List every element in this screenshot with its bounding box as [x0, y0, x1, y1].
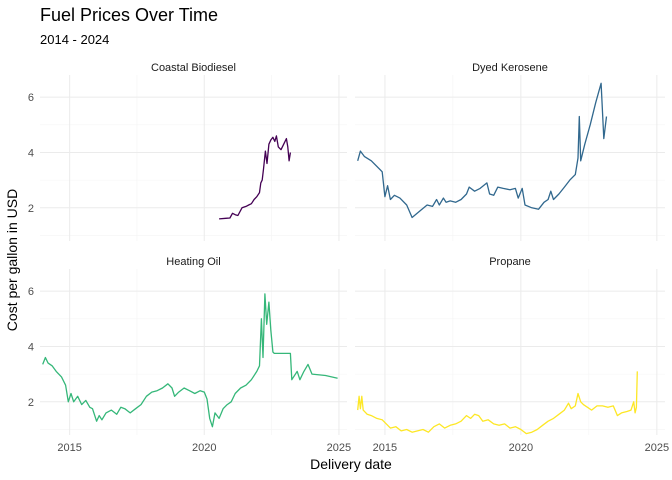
x-tick-label: 2020	[509, 442, 533, 454]
series-line-coastal-biodiesel	[219, 135, 292, 220]
facet-label: Dyed Kerosene	[472, 62, 548, 74]
x-tick-label: 2025	[327, 442, 351, 454]
facet-label: Propane	[489, 256, 531, 268]
x-tick-label: 2015	[373, 442, 397, 454]
x-tick-label: 2020	[192, 442, 216, 454]
panel-heating-oil: Heating Oil 2 4 6 2015 2020 2025	[28, 256, 351, 454]
chart-subtitle: 2014 - 2024	[40, 32, 109, 47]
series-line-propane	[357, 371, 638, 435]
y-tick-label: 6	[28, 286, 34, 298]
chart-title: Fuel Prices Over Time	[40, 5, 218, 25]
y-tick-label: 4	[28, 147, 34, 159]
y-tick-label: 4	[28, 341, 34, 353]
panel-propane: Propane 2015 2020 2025	[355, 256, 669, 454]
y-tick-label: 2	[28, 203, 34, 215]
facet-panels: Coastal Biodiesel 2 4 6 Dyed Kerosene Heating…	[28, 62, 669, 454]
y-tick-label: 6	[28, 92, 34, 104]
x-axis-title: Delivery date	[310, 456, 392, 472]
x-tick-label: 2015	[57, 442, 81, 454]
series-line-heating-oil	[42, 293, 338, 428]
panel-dyed-kerosene: Dyed Kerosene	[355, 62, 665, 241]
y-axis-title: Cost per gallon in USD	[4, 189, 20, 331]
panel-coastal-biodiesel: Coastal Biodiesel 2 4 6	[28, 62, 347, 241]
x-tick-label: 2025	[645, 442, 669, 454]
facet-label: Coastal Biodiesel	[151, 62, 236, 74]
y-tick-label: 2	[28, 397, 34, 409]
facet-label: Heating Oil	[166, 256, 220, 268]
series-line-dyed-kerosene	[357, 82, 608, 219]
